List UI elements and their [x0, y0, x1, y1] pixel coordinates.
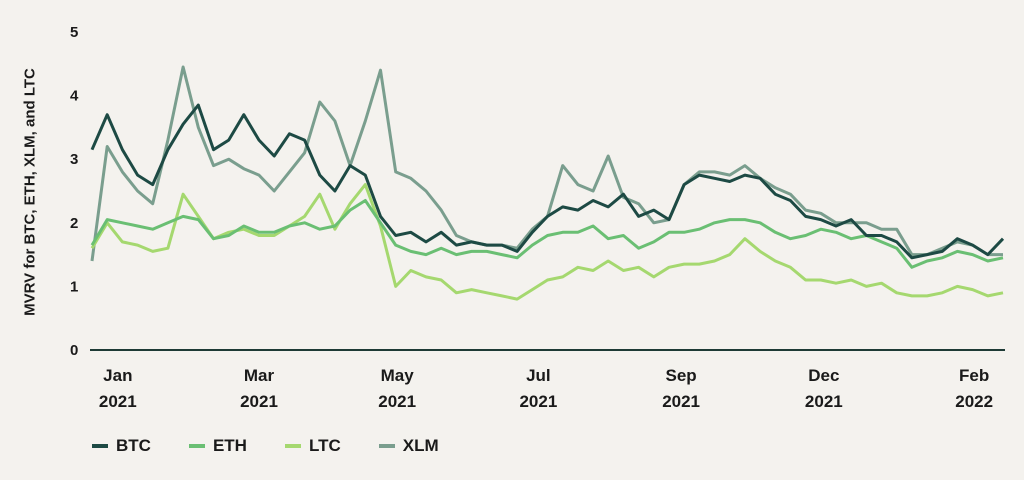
y-tick-label: 5 — [70, 24, 78, 41]
x-tick-label-year: 2021 — [519, 392, 557, 411]
series-line-btc — [90, 103, 1005, 260]
legend: BTC ETH LTC XLM — [92, 436, 439, 456]
y-tick-label: 3 — [70, 151, 78, 168]
y-tick-label: 2 — [70, 215, 78, 232]
x-tick-label-year: 2022 — [955, 392, 993, 411]
legend-item-btc: BTC — [92, 436, 151, 456]
x-tick-label-month: Sep — [666, 366, 697, 385]
x-tick-label-year: 2021 — [99, 392, 137, 411]
x-tick-label-month: Dec — [808, 366, 839, 385]
x-tick-label-month: Jul — [526, 366, 551, 385]
x-tick-label-year: 2021 — [240, 392, 278, 411]
legend-item-ltc: LTC — [284, 436, 341, 456]
legend-swatch-eth — [188, 444, 205, 448]
legend-item-xlm: XLM — [378, 436, 439, 456]
x-tick-label-year: 2021 — [662, 392, 700, 411]
x-tick-label-month: Feb — [959, 366, 989, 385]
y-tick-label: 0 — [70, 342, 78, 359]
legend-label-ltc: LTC — [308, 436, 341, 455]
y-tick-label: 1 — [70, 278, 78, 295]
legend-label-btc: BTC — [116, 436, 151, 455]
legend-swatch-btc — [92, 444, 108, 448]
x-tick-label-month: Mar — [244, 366, 275, 385]
x-tick-label-month: May — [381, 366, 415, 385]
legend-label-xlm: XLM — [402, 436, 439, 455]
legend-swatch-xlm — [378, 444, 395, 448]
legend-item-eth: ETH — [188, 436, 247, 456]
series-line-eth — [90, 199, 1004, 269]
legend-label-eth: ETH — [212, 436, 247, 455]
x-tick-label-month: Jan — [103, 366, 132, 385]
x-tick-label-year: 2021 — [805, 392, 843, 411]
legend-swatch-ltc — [284, 444, 301, 448]
x-tick-label-year: 2021 — [378, 392, 416, 411]
series-line-ltc — [90, 183, 1004, 301]
y-tick-label: 4 — [70, 88, 79, 105]
